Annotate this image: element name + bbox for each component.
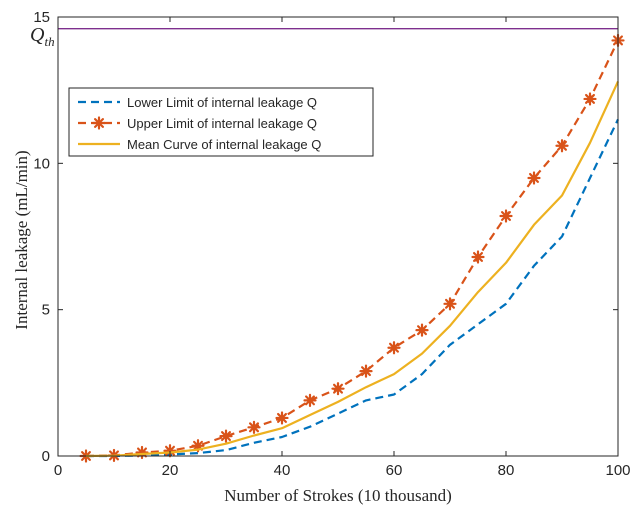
series-marker [471,250,485,264]
threshold-label: Qth [30,24,55,49]
threshold-label-main: Q [30,24,45,46]
marker-core [503,213,509,219]
series-marker [583,92,597,106]
series-marker [247,420,261,434]
y-axis-label: Internal leakage (mL/min) [12,150,31,329]
series-marker [387,341,401,355]
marker-core [279,415,285,421]
marker-core [559,143,565,149]
marker-core [307,397,313,403]
series-marker [219,429,233,443]
legend: Lower Limit of internal leakage Q Upper L… [68,87,374,157]
series-marker [92,116,106,130]
series-marker [443,297,457,311]
x-tick-label: 80 [498,462,515,479]
legend-label: Lower Limit of internal leakage Q [127,95,317,110]
y-tick-label: 5 [42,302,50,319]
marker-core [587,96,593,102]
x-tick-label: 40 [274,462,291,479]
marker-core [223,433,229,439]
legend-label: Mean Curve of internal leakage Q [127,137,321,152]
series-marker [555,139,569,153]
x-tick-label: 0 [54,462,62,479]
x-tick-label: 20 [162,462,179,479]
y-tick-label: 0 [42,448,50,465]
series-line [85,39,619,458]
series-marker [303,393,317,407]
marker-core [96,120,102,126]
x-tick-label: 100 [605,462,630,479]
y-tick-label: 15 [33,9,50,26]
series-line [86,118,619,458]
marker-core [391,345,397,351]
x-tick-label: 60 [386,462,403,479]
marker-core [195,443,201,449]
series-line [85,80,620,458]
series-marker [359,364,373,378]
axes-box [57,16,619,457]
series-marker [275,411,289,425]
marker-core [335,386,341,392]
series-layer [79,33,625,463]
legend-label: Upper Limit of internal leakage Q [127,116,317,131]
marker-core [475,254,481,260]
marker-core [363,368,369,374]
marker-core [531,175,537,181]
series-marker [527,171,541,185]
marker-core [419,327,425,333]
series-marker [331,382,345,396]
series-marker [415,323,429,337]
x-axis-label: Number of Strokes (10 thousand) [224,486,452,505]
y-tick-label: 10 [33,155,50,172]
series-marker [499,209,513,223]
marker-core [251,424,257,430]
threshold-label-subscript: th [44,34,54,49]
marker-core [447,301,453,307]
ticks-layer: 0 20 40 60 80 100 0 5 10 15 [33,9,630,479]
